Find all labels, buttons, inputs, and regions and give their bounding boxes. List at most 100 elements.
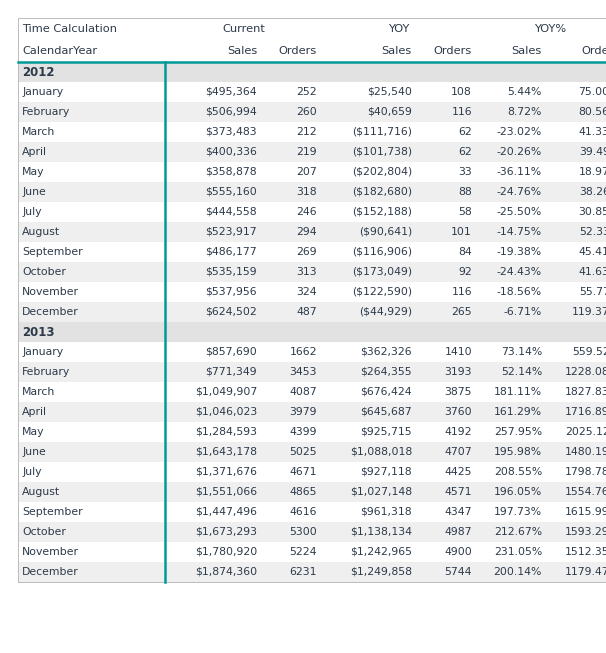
Text: 257.95%: 257.95%	[494, 427, 542, 437]
Text: $927,118: $927,118	[361, 467, 412, 477]
Text: $444,558: $444,558	[205, 207, 257, 217]
Text: May: May	[22, 427, 44, 437]
Text: 4425: 4425	[444, 467, 472, 477]
Text: 116: 116	[451, 107, 472, 117]
Text: $555,160: $555,160	[205, 187, 257, 197]
Text: August: August	[22, 487, 60, 497]
Text: $1,242,965: $1,242,965	[350, 547, 412, 557]
Bar	[18, 282, 606, 302]
Text: $264,355: $264,355	[361, 367, 412, 377]
Text: 269: 269	[296, 247, 317, 257]
Text: 1480.19%: 1480.19%	[565, 447, 606, 457]
Text: -18.56%: -18.56%	[497, 287, 542, 297]
Text: 3979: 3979	[290, 407, 317, 417]
Text: 38.26%: 38.26%	[579, 187, 606, 197]
Bar	[18, 422, 606, 442]
Text: 2025.12%: 2025.12%	[565, 427, 606, 437]
Text: $925,715: $925,715	[361, 427, 412, 437]
Text: December: December	[22, 307, 79, 317]
Text: 73.14%: 73.14%	[501, 347, 542, 357]
Text: ($101,738): ($101,738)	[352, 147, 412, 157]
Text: September: September	[22, 507, 82, 517]
Text: $486,177: $486,177	[205, 247, 257, 257]
Bar	[18, 82, 606, 102]
Text: $25,540: $25,540	[367, 87, 412, 97]
Text: January: January	[22, 87, 63, 97]
Text: YOY: YOY	[388, 24, 409, 34]
Text: 200.14%: 200.14%	[494, 567, 542, 577]
Text: 8.72%: 8.72%	[508, 107, 542, 117]
Bar	[18, 382, 606, 402]
Text: 5025: 5025	[290, 447, 317, 457]
Text: September: September	[22, 247, 82, 257]
Bar	[18, 462, 606, 482]
Text: October: October	[22, 527, 66, 537]
Text: December: December	[22, 567, 79, 577]
Text: 4900: 4900	[444, 547, 472, 557]
Bar	[18, 502, 606, 522]
Text: 5300: 5300	[289, 527, 317, 537]
Bar	[18, 62, 606, 82]
Text: 108: 108	[451, 87, 472, 97]
Text: February: February	[22, 107, 70, 117]
Text: ($44,929): ($44,929)	[359, 307, 412, 317]
Bar	[18, 362, 606, 382]
Bar	[18, 18, 606, 40]
Bar	[18, 402, 606, 422]
Text: 212: 212	[296, 127, 317, 137]
Text: $1,447,496: $1,447,496	[195, 507, 257, 517]
Text: 324: 324	[296, 287, 317, 297]
Text: 92: 92	[458, 267, 472, 277]
Text: March: March	[22, 127, 55, 137]
Text: 4399: 4399	[290, 427, 317, 437]
Bar	[18, 442, 606, 462]
Bar	[18, 222, 606, 242]
Text: 2013: 2013	[22, 325, 55, 338]
Text: 6231: 6231	[290, 567, 317, 577]
Text: Time Calculation: Time Calculation	[22, 24, 117, 34]
Text: 4616: 4616	[290, 507, 317, 517]
Text: 75.00%: 75.00%	[579, 87, 606, 97]
Text: Orders: Orders	[582, 46, 606, 56]
Text: 52.33%: 52.33%	[579, 227, 606, 237]
Text: $495,364: $495,364	[205, 87, 257, 97]
Text: April: April	[22, 407, 47, 417]
Text: 55.77%: 55.77%	[579, 287, 606, 297]
Bar	[18, 342, 606, 362]
Text: 559.52%: 559.52%	[572, 347, 606, 357]
Text: 318: 318	[296, 187, 317, 197]
Text: 181.11%: 181.11%	[494, 387, 542, 397]
Text: $1,088,018: $1,088,018	[350, 447, 412, 457]
Text: 1662: 1662	[290, 347, 317, 357]
Text: -24.43%: -24.43%	[497, 267, 542, 277]
Text: 3193: 3193	[444, 367, 472, 377]
Bar	[18, 322, 606, 342]
Text: $676,424: $676,424	[361, 387, 412, 397]
Text: 4192: 4192	[444, 427, 472, 437]
Text: 88: 88	[458, 187, 472, 197]
Text: 4865: 4865	[290, 487, 317, 497]
Text: April: April	[22, 147, 47, 157]
Text: November: November	[22, 287, 79, 297]
Text: 1593.29%: 1593.29%	[565, 527, 606, 537]
Text: 58: 58	[458, 207, 472, 217]
Text: 39.49%: 39.49%	[579, 147, 606, 157]
Text: $506,994: $506,994	[205, 107, 257, 117]
Text: Sales: Sales	[227, 46, 257, 56]
Text: ($202,804): ($202,804)	[351, 167, 412, 177]
Text: 2012: 2012	[22, 65, 55, 78]
Text: 212.67%: 212.67%	[494, 527, 542, 537]
Text: 41.63%: 41.63%	[579, 267, 606, 277]
Text: 4347: 4347	[444, 507, 472, 517]
Text: Current: Current	[222, 24, 265, 34]
Text: 219: 219	[296, 147, 317, 157]
Text: ($90,641): ($90,641)	[359, 227, 412, 237]
Text: 4571: 4571	[444, 487, 472, 497]
Text: 45.41%: 45.41%	[579, 247, 606, 257]
Text: $523,917: $523,917	[205, 227, 257, 237]
Bar	[18, 40, 606, 62]
Text: -19.38%: -19.38%	[497, 247, 542, 257]
Text: 1716.89%: 1716.89%	[565, 407, 606, 417]
Text: $1,027,148: $1,027,148	[350, 487, 412, 497]
Text: 195.98%: 195.98%	[494, 447, 542, 457]
